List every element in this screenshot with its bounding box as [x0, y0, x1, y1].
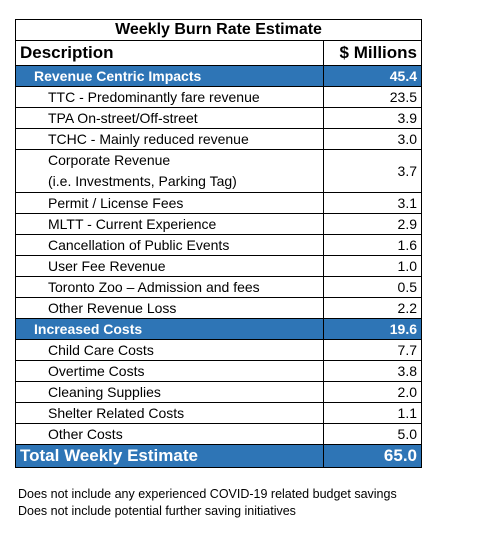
item-label: TTC - Predominantly fare revenue	[15, 86, 324, 108]
item-label-line: TCHC - Mainly reduced revenue	[48, 131, 249, 147]
item-label: TCHC - Mainly reduced revenue	[15, 128, 324, 150]
item-row: User Fee Revenue 1.0	[15, 255, 423, 277]
item-row: MLTT - Current Experience 2.9	[15, 213, 423, 235]
item-value: 3.0	[322, 128, 423, 150]
item-label-line: TPA On-street/Off-street	[48, 110, 198, 126]
item-row: Other Revenue Loss 2.2	[15, 297, 423, 319]
section-label: Revenue Centric Impacts	[15, 65, 324, 87]
item-label-line: Other Costs	[48, 426, 123, 442]
item-label: Cleaning Supplies	[15, 381, 324, 403]
item-label: Shelter Related Costs	[15, 402, 324, 424]
item-value: 3.1	[322, 192, 423, 214]
item-value: 23.5	[322, 86, 423, 108]
header-value: $ Millions	[322, 40, 423, 66]
note: Does not include any experienced COVID-1…	[18, 487, 397, 501]
item-label: Corporate Revenue (i.e. Investments, Park…	[15, 149, 324, 193]
section-label: Increased Costs	[15, 318, 324, 340]
burn-rate-table: Weekly Burn Rate Estimate Description $ …	[14, 19, 423, 468]
item-row: Permit / License Fees 3.1	[15, 192, 423, 214]
item-label-line: Overtime Costs	[48, 363, 145, 379]
item-label-line: Permit / License Fees	[48, 195, 184, 211]
item-row: Toronto Zoo – Admission and fees 0.5	[15, 276, 423, 298]
item-value: 1.6	[322, 234, 423, 256]
total-label: Total Weekly Estimate	[15, 444, 324, 468]
item-value: 2.2	[322, 297, 423, 319]
item-label: User Fee Revenue	[15, 255, 324, 277]
section-value: 45.4	[322, 65, 423, 87]
item-label: TPA On-street/Off-street	[15, 107, 324, 129]
item-label-line: Cleaning Supplies	[48, 384, 161, 400]
item-label-line: Toronto Zoo – Admission and fees	[48, 279, 260, 295]
item-label-line: Shelter Related Costs	[48, 405, 185, 421]
item-value: 7.7	[322, 339, 423, 361]
item-row: Overtime Costs 3.8	[15, 360, 423, 382]
item-label-line: MLTT - Current Experience	[48, 216, 217, 232]
item-value: 2.9	[322, 213, 423, 235]
item-label: Other Costs	[15, 423, 324, 445]
item-label-line: Child Care Costs	[48, 342, 154, 358]
item-label-line: Corporate Revenue	[48, 152, 171, 168]
item-row: TTC - Predominantly fare revenue 23.5	[15, 86, 423, 108]
item-value: 1.1	[322, 402, 423, 424]
item-value: 3.9	[322, 107, 423, 129]
notes: Does not include any experienced COVID-1…	[18, 486, 397, 520]
item-value: 2.0	[322, 381, 423, 403]
item-row: Other Costs 5.0	[15, 423, 423, 445]
item-label: Toronto Zoo – Admission and fees	[15, 276, 324, 298]
item-value: 5.0	[322, 423, 423, 445]
item-value: 1.0	[322, 255, 423, 277]
item-row: Child Care Costs 7.7	[15, 339, 423, 361]
item-label: Child Care Costs	[15, 339, 324, 361]
table-body: Weekly Burn Rate Estimate Description $ …	[14, 19, 423, 468]
title-row: Weekly Burn Rate Estimate	[14, 19, 423, 41]
section-row: Increased Costs 19.6	[15, 318, 423, 340]
header-row: Description $ Millions	[15, 40, 423, 66]
item-label: Overtime Costs	[15, 360, 324, 382]
item-label-line: TTC - Predominantly fare revenue	[48, 89, 260, 105]
item-row: Cleaning Supplies 2.0	[15, 381, 423, 403]
item-label: Other Revenue Loss	[15, 297, 324, 319]
section-row: Revenue Centric Impacts 45.4	[15, 65, 423, 87]
total-row: Total Weekly Estimate 65.0	[15, 444, 423, 468]
item-row: TPA On-street/Off-street 3.9	[15, 107, 423, 129]
note: Does not include potential further savin…	[18, 504, 296, 518]
item-value: 3.7	[322, 149, 423, 193]
item-value: 0.5	[322, 276, 423, 298]
total-value: 65.0	[322, 444, 423, 468]
table-title: Weekly Burn Rate Estimate	[14, 19, 423, 41]
item-row: Cancellation of Public Events 1.6	[15, 234, 423, 256]
item-label: MLTT - Current Experience	[15, 213, 324, 235]
item-label: Cancellation of Public Events	[15, 234, 324, 256]
item-row: Corporate Revenue (i.e. Investments, Park…	[15, 149, 423, 193]
item-row: Shelter Related Costs 1.1	[15, 402, 423, 424]
item-label: Permit / License Fees	[15, 192, 324, 214]
item-label-line: Cancellation of Public Events	[48, 237, 230, 253]
item-row: TCHC - Mainly reduced revenue 3.0	[15, 128, 423, 150]
item-label-line: Other Revenue Loss	[48, 300, 177, 316]
header-description: Description	[15, 40, 324, 66]
item-label-line: User Fee Revenue	[48, 258, 166, 274]
item-label-line: (i.e. Investments, Parking Tag)	[48, 173, 237, 189]
item-value: 3.8	[322, 360, 423, 382]
section-value: 19.6	[322, 318, 423, 340]
